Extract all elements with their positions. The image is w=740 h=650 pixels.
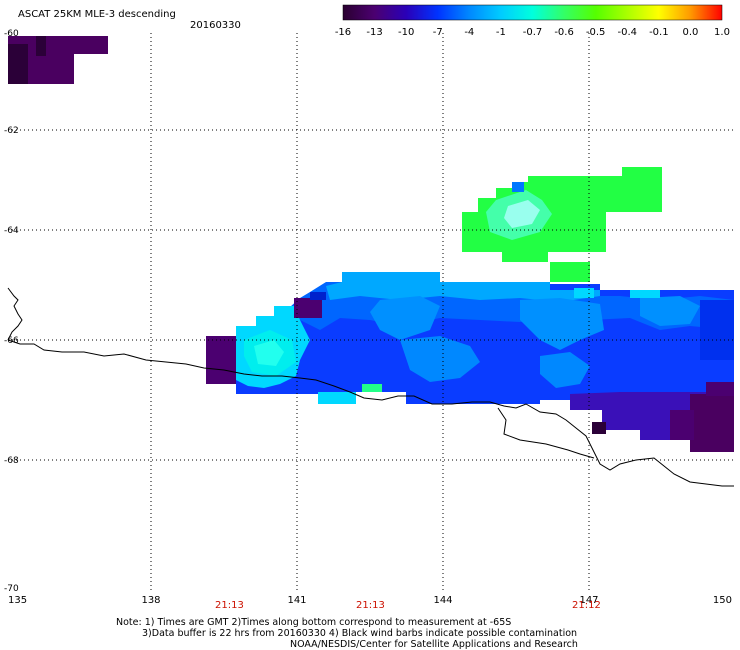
data-patch <box>370 296 440 340</box>
latitude-label: -68 <box>4 456 19 466</box>
longitude-label: 144 <box>433 595 452 606</box>
data-patch <box>574 288 594 298</box>
colorbar-label: -16 <box>335 27 351 38</box>
note-line: Note: 1) Times are GMT 2)Times along bot… <box>116 617 512 628</box>
data-patch <box>326 272 600 302</box>
data-patch <box>670 410 694 440</box>
data-patch <box>400 336 480 382</box>
data-patch <box>36 36 46 56</box>
pass-time: 21:13 <box>215 600 244 611</box>
data-patch <box>592 422 606 434</box>
latitude-label: -62 <box>4 126 19 136</box>
data-patch <box>310 292 326 300</box>
latitude-label: -64 <box>4 226 19 236</box>
latitude-label: -60 <box>4 29 19 39</box>
colorbar-ramp <box>342 4 723 21</box>
graticule <box>8 33 734 590</box>
data-patch <box>550 262 590 282</box>
data-patch <box>640 296 700 326</box>
data-patch <box>294 298 322 318</box>
data-patch <box>206 336 236 384</box>
data-patch <box>504 200 540 228</box>
longitude-label: 141 <box>287 595 306 606</box>
colorbar-label: -0.6 <box>554 27 574 38</box>
note-line: NOAA/NESDIS/Center for Satellite Applica… <box>290 639 578 650</box>
colorbar-label: -0.4 <box>617 27 637 38</box>
colorbar-label: -10 <box>398 27 414 38</box>
latitude-label: -70 <box>4 584 19 594</box>
product-title: ASCAT 25KM MLE-3 descending <box>18 9 176 20</box>
colorbar-label: 1.0 <box>714 27 730 38</box>
data-patch <box>512 182 524 192</box>
data-patch <box>690 394 734 452</box>
data-patch <box>700 300 734 360</box>
longitude-label: 150 <box>713 595 732 606</box>
colorbar-label: -1 <box>496 27 506 38</box>
data-patch <box>318 392 356 404</box>
colorbar-label: -13 <box>366 27 382 38</box>
latitude-label: -66 <box>4 336 19 346</box>
coastline <box>7 287 734 487</box>
colorbar-label: -0.5 <box>586 27 606 38</box>
longitude-label: 147 <box>579 595 598 606</box>
data-patch <box>8 44 28 84</box>
longitude-label: 135 <box>8 595 27 606</box>
colorbar-label: -0.1 <box>649 27 669 38</box>
data-patch <box>362 384 382 392</box>
pass-time: 21:12 <box>572 600 601 611</box>
data-patch <box>8 36 108 54</box>
colorbar-label: -0.7 <box>523 27 543 38</box>
data-patch <box>254 340 284 366</box>
product-date: 20160330 <box>190 20 241 31</box>
longitude-labels: 135 138 141 144 147 150 <box>8 595 732 606</box>
data-patch <box>520 298 604 350</box>
colorbar-label: 0.0 <box>682 27 698 38</box>
latitude-labels: -60 -62 -64 -66 -68 -70 <box>4 29 19 594</box>
mle-data-field <box>8 36 734 452</box>
note-line: 3)Data buffer is 22 hrs from 20160330 4)… <box>142 628 578 639</box>
colorbar-label: -7 <box>433 27 443 38</box>
colorbar: -16 -13 -10 -7 -4 -1 -0.7 -0.6 -0.5 -0.4 -0.1 0.0 1.… <box>335 4 730 38</box>
colorbar-label: -4 <box>464 27 474 38</box>
data-patch <box>630 290 660 298</box>
data-patch <box>540 352 590 388</box>
pass-time: 21:13 <box>356 600 385 611</box>
data-patch <box>706 382 734 396</box>
longitude-label: 138 <box>141 595 160 606</box>
